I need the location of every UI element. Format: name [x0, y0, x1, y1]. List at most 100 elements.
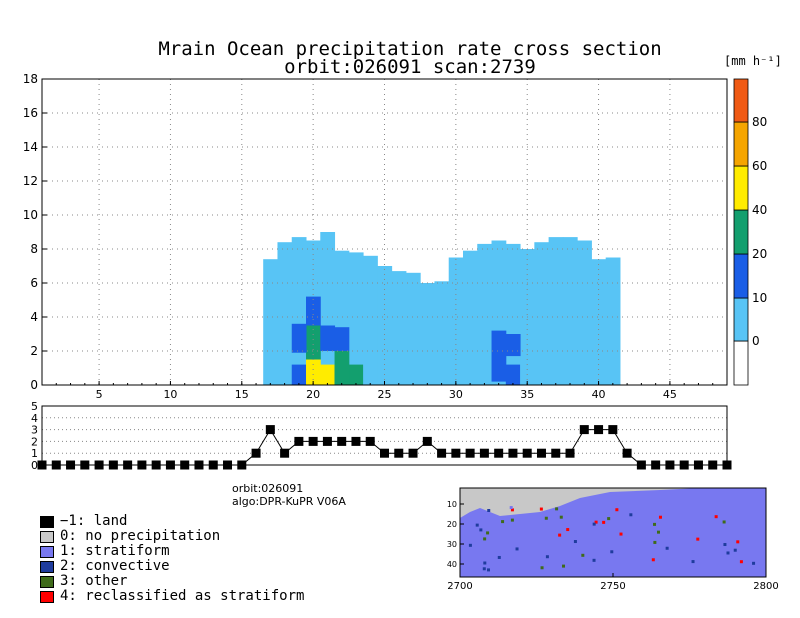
map-pixel	[604, 532, 608, 536]
map-pixel	[691, 560, 695, 564]
map-pixel	[602, 520, 606, 524]
rain-type-marker	[294, 436, 304, 446]
map-pixel	[673, 549, 677, 553]
x-tick-label: 40	[592, 388, 606, 401]
map-pixel	[658, 515, 662, 519]
rain-type-marker	[165, 460, 175, 470]
map-pixel	[497, 555, 501, 559]
rain-type-marker	[565, 448, 575, 458]
rain-type-marker	[265, 425, 275, 435]
map-pixel	[662, 515, 666, 519]
rain-column	[277, 242, 293, 385]
rain-type-marker	[594, 425, 604, 435]
rain-type-marker	[322, 436, 332, 446]
map-pixel	[568, 542, 572, 546]
rain-type-marker	[66, 460, 76, 470]
colorbar-segment	[733, 209, 749, 255]
map-pixel	[509, 506, 513, 510]
rain-type-marker	[437, 448, 447, 458]
rain-type-marker	[451, 448, 461, 458]
legend-swatch	[40, 545, 54, 558]
map-y-tick-label: 20	[447, 520, 457, 529]
map-pixel	[651, 558, 655, 562]
x-tick-label: 45	[663, 388, 677, 401]
strip-y-tick-label: 1	[31, 447, 38, 460]
x-tick-label: 35	[520, 388, 534, 401]
rain-type-marker	[622, 448, 632, 458]
rain-type-marker	[280, 448, 290, 458]
legend-label: −1: land	[60, 513, 128, 529]
y-tick-label: 6	[30, 276, 38, 290]
colorbar-segment	[733, 253, 749, 299]
legend-label: 4: reclassified as stratiform	[60, 588, 305, 604]
map-y-tick-label: 30	[447, 540, 457, 549]
map-pixel	[752, 561, 756, 565]
rain-column	[348, 252, 364, 385]
colorbar-segment	[733, 340, 749, 386]
rain-type-marker	[665, 460, 675, 470]
rain-type-legend: −1: land 0: no precipitation 1: stratifo…	[40, 514, 304, 604]
rain-type-marker	[408, 448, 418, 458]
map-pixel	[615, 508, 619, 512]
map-x-tick-label: 2800	[753, 581, 778, 592]
rain-column	[505, 243, 521, 385]
x-tick-label: 25	[378, 388, 392, 401]
y-tick-label: 18	[23, 72, 38, 86]
map-pixel	[482, 567, 486, 571]
rain-type-marker	[636, 460, 646, 470]
colorbar-segment	[733, 165, 749, 211]
map-pixel	[653, 522, 657, 526]
rain-bin	[491, 330, 507, 382]
legend-swatch	[40, 560, 54, 573]
rain-type-marker	[551, 448, 561, 458]
legend-item: 2: convective	[40, 559, 304, 574]
rain-type-marker	[37, 460, 47, 470]
map-pixel	[653, 540, 657, 544]
colorbar-tick-label: 20	[752, 247, 767, 261]
rain-type-marker	[579, 425, 589, 435]
rain-column	[420, 283, 435, 385]
rain-bin	[306, 359, 321, 385]
map-pixel	[510, 518, 514, 522]
chart-subtitle: orbit:026091 scan:2739	[284, 56, 536, 78]
rain-type-marker	[536, 448, 546, 458]
map-pixel	[743, 567, 747, 571]
map-pixel	[696, 537, 700, 541]
rain-column	[591, 259, 607, 385]
map-pixel	[559, 515, 563, 519]
rain-column	[434, 281, 450, 385]
rain-bin	[334, 351, 350, 385]
colorbar-tick-label: 10	[752, 291, 767, 305]
rain-bin	[505, 334, 521, 357]
rain-type-map: 2700 2750 2800 10 20 30 40	[447, 487, 779, 592]
rain-type-marker	[679, 460, 689, 470]
rain-type-marker	[708, 460, 718, 470]
map-x-tick-label: 2750	[600, 581, 625, 592]
map-pixel	[466, 539, 470, 543]
y-tick-label: 8	[30, 242, 38, 256]
map-y-tick-label: 10	[447, 500, 457, 509]
rain-type-marker	[522, 448, 532, 458]
legend-swatch	[40, 530, 54, 543]
rain-bin	[306, 296, 321, 326]
map-pixel	[578, 549, 582, 553]
rain-type-marker	[422, 436, 432, 446]
y-tick-label: 14	[23, 140, 38, 154]
legend-swatch	[40, 575, 54, 588]
map-pixel	[571, 535, 575, 539]
map-pixel	[733, 548, 737, 552]
rain-column	[577, 240, 592, 385]
map-pixel	[487, 568, 491, 572]
rain-column	[320, 232, 336, 385]
rain-column	[477, 243, 493, 385]
map-pixel	[723, 543, 727, 547]
map-pixel	[581, 553, 585, 557]
rain-type-marker	[365, 436, 375, 446]
surface-rain-bin	[505, 364, 521, 385]
rain-type-marker	[237, 460, 247, 470]
legend-item: −1: land	[40, 514, 304, 529]
colorbar: 0 10 20 40 60 80	[733, 78, 767, 386]
rain-type-marker	[651, 460, 661, 470]
rain-column	[548, 237, 564, 385]
